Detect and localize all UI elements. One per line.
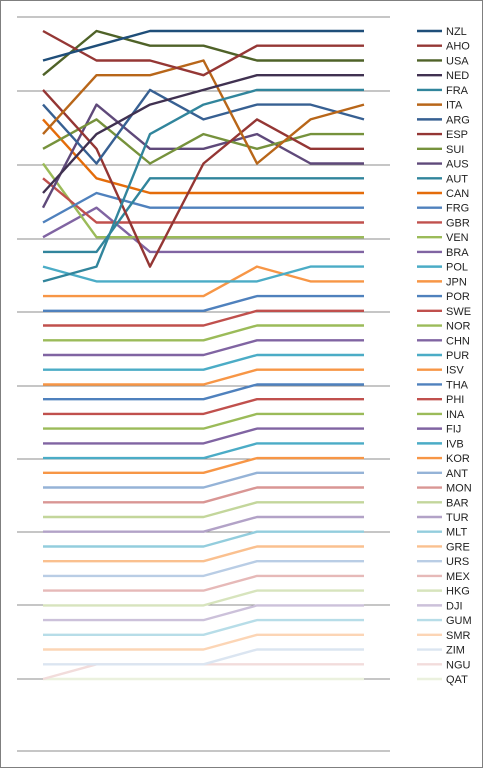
legend-label-mex: MEX bbox=[446, 571, 471, 583]
series-line-chn bbox=[43, 339, 364, 357]
series-line-frg bbox=[42, 191, 364, 224]
legend-label-bar: BAR bbox=[446, 497, 469, 509]
series-line-sui bbox=[42, 118, 364, 165]
series-line-ngu bbox=[42, 663, 364, 681]
legend-label-arg: ARG bbox=[446, 114, 470, 126]
legend-label-dji: DJI bbox=[446, 600, 463, 612]
legend-label-gum: GUM bbox=[446, 615, 472, 627]
legend-label-tur: TUR bbox=[446, 512, 469, 524]
legend-label-gbr: GBR bbox=[446, 217, 470, 229]
series-line-pur bbox=[43, 353, 364, 371]
legend-label-ivb: IVB bbox=[446, 438, 464, 450]
legend-label-gre: GRE bbox=[446, 541, 470, 553]
legend-label-kor: KOR bbox=[446, 453, 470, 465]
series-line-dji bbox=[43, 604, 364, 622]
series-line-usa bbox=[42, 29, 364, 77]
legend-label-ven: VEN bbox=[446, 232, 469, 244]
legend-label-ita: ITA bbox=[446, 100, 463, 112]
series-line-aut bbox=[43, 177, 364, 254]
series-line-hkg bbox=[43, 589, 364, 607]
series-line-pol bbox=[42, 265, 364, 283]
series-line-ant bbox=[43, 471, 364, 489]
legend-label-aus: AUS bbox=[446, 159, 469, 171]
series-line-aho bbox=[42, 29, 364, 77]
series-line-fij bbox=[43, 427, 364, 445]
legend-label-ant: ANT bbox=[446, 468, 468, 480]
series-line-isv bbox=[43, 368, 364, 386]
legend-label-pol: POL bbox=[446, 262, 468, 274]
series-line-gre bbox=[43, 545, 364, 563]
series-line-tha bbox=[43, 383, 364, 401]
series-line-mlt bbox=[43, 530, 364, 548]
series-line-ina bbox=[43, 412, 364, 430]
legend-label-ned: NED bbox=[446, 70, 469, 82]
series-line-nzl bbox=[42, 29, 364, 62]
legend-label-fra: FRA bbox=[446, 85, 469, 97]
series-line-gum bbox=[43, 618, 364, 636]
legend-label-mon: MON bbox=[446, 483, 472, 495]
legend-label-nor: NOR bbox=[446, 321, 471, 333]
series-line-ned bbox=[42, 73, 364, 194]
series-line-aus bbox=[41, 103, 364, 209]
series-line-tur bbox=[43, 515, 364, 533]
series-lines bbox=[41, 29, 365, 681]
legend-label-can: CAN bbox=[446, 188, 469, 200]
legend-label-phi: PHI bbox=[446, 394, 464, 406]
legend-label-sui: SUI bbox=[446, 144, 464, 156]
legend: NZL AHO USA NED FRA ITA ARG ESP SUI AUS AUT CAN FRG G… bbox=[417, 26, 472, 686]
series-line-bar bbox=[43, 501, 364, 519]
legend-label-mlt: MLT bbox=[446, 527, 467, 539]
series-line-arg bbox=[42, 88, 365, 165]
legend-label-usa: USA bbox=[446, 55, 469, 67]
series-line-kor bbox=[43, 456, 364, 474]
legend-label-qat: QAT bbox=[446, 674, 468, 686]
legend-label-tha: THA bbox=[446, 379, 469, 391]
series-line-urs bbox=[43, 560, 364, 578]
series-line-jpn bbox=[43, 265, 364, 298]
legend-label-aut: AUT bbox=[446, 173, 468, 185]
series-line-mon bbox=[43, 486, 364, 504]
legend-label-ngu: NGU bbox=[446, 659, 471, 671]
legend-label-frg: FRG bbox=[446, 203, 469, 215]
legend-label-aho: AHO bbox=[446, 41, 470, 53]
series-line-bra bbox=[42, 206, 364, 254]
legend-label-bra: BRA bbox=[446, 247, 469, 259]
legend-label-smr: SMR bbox=[446, 630, 471, 642]
series-line-ivb bbox=[43, 442, 364, 460]
legend-label-swe: SWE bbox=[446, 306, 471, 318]
series-line-ven bbox=[42, 162, 364, 239]
legend-label-pur: PUR bbox=[446, 350, 469, 362]
legend-label-fij: FIJ bbox=[446, 424, 461, 436]
series-line-swe bbox=[43, 309, 364, 327]
series-line-phi bbox=[43, 398, 364, 416]
series-line-can bbox=[42, 118, 364, 195]
legend-label-zim: ZIM bbox=[446, 645, 465, 657]
legend-label-por: POR bbox=[446, 291, 470, 303]
legend-label-isv: ISV bbox=[446, 365, 464, 377]
legend-label-nzl: NZL bbox=[446, 26, 467, 38]
series-line-gbr bbox=[42, 177, 364, 224]
legend-label-jpn: JPN bbox=[446, 276, 467, 288]
legend-label-urs: URS bbox=[446, 556, 469, 568]
series-line-ita bbox=[42, 59, 365, 165]
legend-label-hkg: HKG bbox=[446, 586, 470, 598]
legend-label-esp: ESP bbox=[446, 129, 468, 141]
legend-label-ina: INA bbox=[446, 409, 465, 421]
series-line-fra bbox=[42, 88, 364, 283]
series-line-nor bbox=[43, 324, 364, 342]
legend-label-chn: CHN bbox=[446, 335, 470, 347]
series-line-smr bbox=[43, 633, 364, 651]
series-line-zim bbox=[43, 648, 364, 666]
series-line-esp bbox=[42, 89, 364, 268]
series-line-por bbox=[43, 294, 364, 312]
series-line-mex bbox=[43, 574, 364, 592]
